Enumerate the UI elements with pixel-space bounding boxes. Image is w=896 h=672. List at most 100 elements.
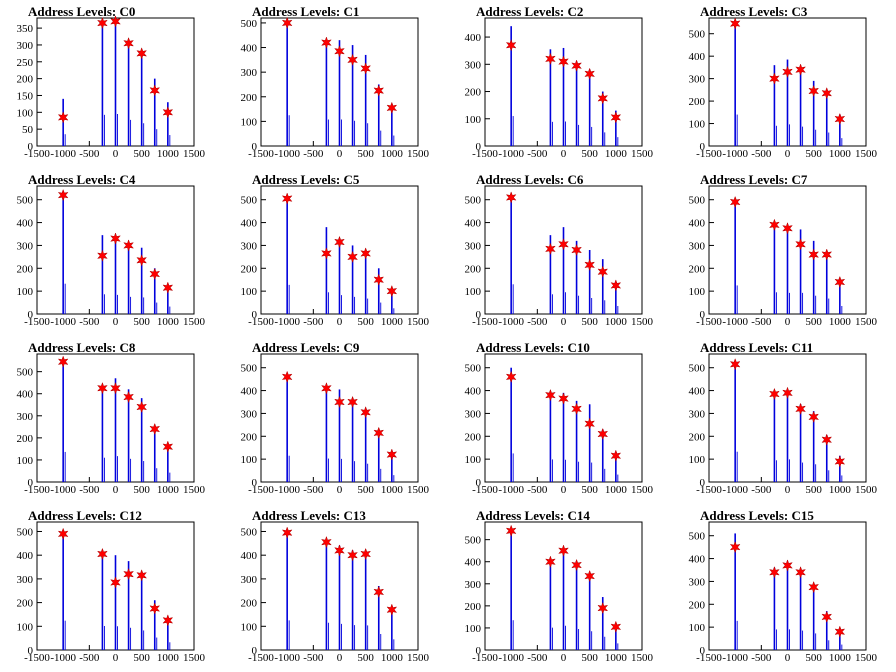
x-tick-label: 1500	[407, 316, 430, 328]
y-tick-label: 400	[465, 218, 482, 230]
y-tick-label: 0	[252, 477, 258, 489]
y-tick-label: 100	[465, 454, 482, 466]
y-tick-label: 0	[476, 141, 482, 153]
peak-star-marker	[334, 544, 345, 557]
x-tick-label: 1000	[381, 316, 404, 328]
peak-star-marker	[834, 625, 846, 638]
y-tick-label: 400	[689, 386, 706, 398]
peak-star-marker	[544, 52, 556, 66]
y-tick-label: 300	[17, 240, 34, 252]
peak-star-marker	[110, 15, 121, 28]
y-tick-label: 100	[17, 107, 34, 119]
peak-star-marker	[373, 273, 385, 286]
y-tick-label: 200	[17, 433, 34, 445]
x-tick-label: 500	[357, 652, 374, 664]
peak-star-marker	[162, 106, 174, 119]
peak-star-marker	[149, 602, 161, 615]
y-tick-label: 400	[241, 218, 258, 230]
x-tick-label: -1000	[498, 148, 524, 160]
x-tick-label: -1500	[696, 652, 722, 664]
x-tick-label: 500	[805, 316, 822, 328]
y-tick-label: 400	[241, 43, 258, 55]
peak-star-marker	[505, 524, 517, 538]
chart-title: Address Levels: C0	[28, 4, 136, 19]
y-tick-label: 0	[476, 309, 482, 321]
peak-star-marker	[821, 433, 833, 446]
x-tick-label: -1000	[498, 484, 524, 496]
x-tick-label: 1000	[605, 148, 628, 160]
x-tick-label: 500	[581, 148, 598, 160]
peak-star-marker	[136, 47, 148, 60]
peak-star-marker	[808, 84, 820, 98]
x-tick-label: 500	[133, 148, 150, 160]
y-tick-label: 200	[241, 431, 258, 443]
y-tick-label: 300	[465, 59, 482, 71]
y-tick-label: 500	[689, 195, 706, 207]
peak-star-marker	[347, 548, 359, 562]
peak-star-marker	[334, 44, 345, 58]
peak-star-marker	[149, 267, 161, 281]
x-tick-label: 0	[113, 316, 119, 328]
y-tick-label: 400	[241, 550, 258, 562]
chart-panel: Address Levels: C3 0 100 200 300 400 500 -1500-…	[672, 0, 896, 168]
x-tick-label: 500	[357, 148, 374, 160]
x-tick-label: -500	[303, 148, 324, 160]
x-tick-label: 1500	[631, 148, 654, 160]
peak-star-marker	[123, 567, 135, 581]
chart-plot: 0 100 200 300 400 -1500 -1000 -500 0 500 1000 1500	[465, 17, 654, 160]
peak-star-marker	[149, 422, 161, 436]
peak-star-marker	[360, 406, 372, 419]
peak-star-marker	[347, 250, 359, 264]
x-tick-label: -1500	[696, 484, 722, 496]
x-tick-label: -1000	[274, 148, 300, 160]
x-tick-label: 1000	[829, 316, 852, 328]
y-tick-label: 200	[465, 87, 482, 99]
peak-star-marker	[558, 55, 569, 68]
x-tick-label: -500	[527, 652, 548, 664]
y-tick-label: 500	[689, 29, 706, 41]
peak-star-marker	[782, 222, 793, 235]
peak-star-marker	[110, 232, 121, 245]
y-tick-label: 200	[17, 263, 34, 275]
y-tick-label: 300	[689, 408, 706, 420]
y-tick-label: 400	[689, 51, 706, 63]
x-tick-label: 0	[337, 652, 343, 664]
x-tick-label: 0	[337, 148, 343, 160]
y-tick-label: 0	[252, 141, 258, 153]
chart-plot: 0 100 200 300 400 500 -1500 -1000 -500 0 500 1000 15…	[241, 185, 430, 328]
peak-star-marker	[96, 381, 108, 395]
peak-star-marker	[544, 242, 556, 256]
y-tick-label: 500	[689, 531, 706, 543]
chart-panel: Address Levels: C13 0 100 200 300 400 500 -1500…	[224, 504, 448, 672]
y-tick-label: 300	[241, 240, 258, 252]
x-tick-label: 1000	[381, 484, 404, 496]
chart-plot: 0 100 200 300 400 500 -1500 -1000 -500 0 500 1000 15…	[689, 353, 878, 496]
x-tick-label: 0	[785, 484, 791, 496]
x-tick-label: 500	[133, 484, 150, 496]
peak-star-marker	[544, 555, 556, 568]
x-tick-label: 1500	[855, 148, 878, 160]
chart-plot: 0 100 200 300 400 500 -1500 -1000 -500 0 500 1000 15…	[689, 521, 878, 664]
y-tick-label: 400	[465, 32, 482, 44]
x-tick-label: -500	[751, 484, 772, 496]
chart-title: Address Levels: C3	[700, 4, 808, 19]
peak-star-marker	[558, 544, 569, 557]
y-tick-label: 500	[465, 535, 482, 547]
chart-panel: Address Levels: C5 0 100 200 300 400 500 -1500-…	[224, 168, 448, 336]
y-tick-label: 300	[17, 574, 34, 586]
x-tick-label: -1000	[50, 148, 76, 160]
x-tick-label: 1500	[855, 652, 878, 664]
chart-panel: Address Levels: C14 0 100 200 300 400 500 -1500…	[448, 504, 672, 672]
peak-star-marker	[149, 84, 161, 97]
x-tick-label: 1500	[183, 148, 206, 160]
y-tick-label: 400	[689, 218, 706, 230]
chart-panel: Address Levels: C1 0 100 200 300 400 500 -1500-…	[224, 0, 448, 168]
x-tick-label: -1500	[472, 652, 498, 664]
peak-star-marker	[110, 381, 121, 395]
y-tick-label: 200	[241, 598, 258, 610]
y-tick-label: 100	[465, 286, 482, 298]
x-tick-label: 1500	[631, 484, 654, 496]
chart-panel: Address Levels: C10 0 100 200 300 400 500 -1500…	[448, 336, 672, 504]
x-tick-label: 1500	[407, 484, 430, 496]
x-tick-label: 500	[805, 652, 822, 664]
